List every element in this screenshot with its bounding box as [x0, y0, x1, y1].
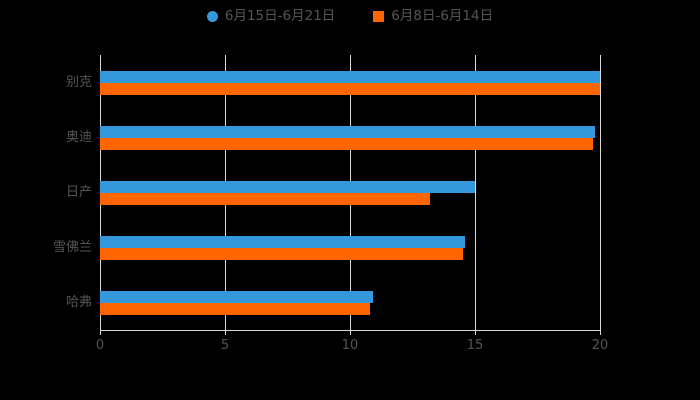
bar[interactable] — [100, 70, 600, 83]
y-axis-tick-label: 奥迪 — [65, 129, 92, 145]
bar[interactable] — [100, 302, 370, 315]
bar[interactable] — [100, 247, 463, 260]
bar[interactable] — [100, 82, 600, 95]
y-axis-tick-label: 日产 — [65, 184, 92, 200]
legend-item-series-0[interactable]: 6月15日-6月21日 — [206, 8, 336, 24]
y-axis-tick-label: 哈弗 — [65, 294, 92, 310]
bar[interactable] — [100, 125, 595, 138]
x-gridline — [600, 55, 601, 330]
x-axis-tickmark — [475, 330, 476, 335]
legend-label-series-1: 6月8日-6月14日 — [391, 8, 494, 24]
chart-legend: 6月15日-6月21日 6月8日-6月14日 — [0, 8, 700, 24]
bar[interactable] — [100, 137, 593, 150]
x-axis-tickmark — [225, 330, 226, 335]
legend-item-series-1[interactable]: 6月8日-6月14日 — [373, 8, 494, 24]
bar[interactable] — [100, 192, 430, 205]
legend-marker-circle-icon — [206, 11, 218, 23]
plot-area — [100, 55, 601, 330]
legend-label-series-0: 6月15日-6月21日 — [224, 8, 336, 24]
x-gridline — [475, 55, 476, 330]
x-axis-tick-label: 5 — [220, 338, 230, 353]
bar[interactable] — [100, 235, 465, 248]
y-axis-tick-label: 别克 — [65, 74, 92, 90]
legend-marker-square-icon — [373, 11, 385, 23]
x-axis-tickmark — [100, 330, 101, 335]
bar[interactable] — [100, 180, 475, 193]
x-axis-tickmark — [600, 330, 601, 335]
x-axis-tick-label: 15 — [466, 338, 484, 353]
x-axis-tick-label: 10 — [341, 338, 359, 353]
x-axis-tick-label: 0 — [95, 338, 105, 353]
y-axis-tick-labels: 别克奥迪日产雪佛兰哈弗 — [0, 55, 92, 330]
y-axis-tick-label: 雪佛兰 — [52, 239, 92, 255]
x-axis-tickmark — [350, 330, 351, 335]
bar[interactable] — [100, 290, 373, 303]
x-axis-tick-label: 20 — [591, 338, 609, 353]
